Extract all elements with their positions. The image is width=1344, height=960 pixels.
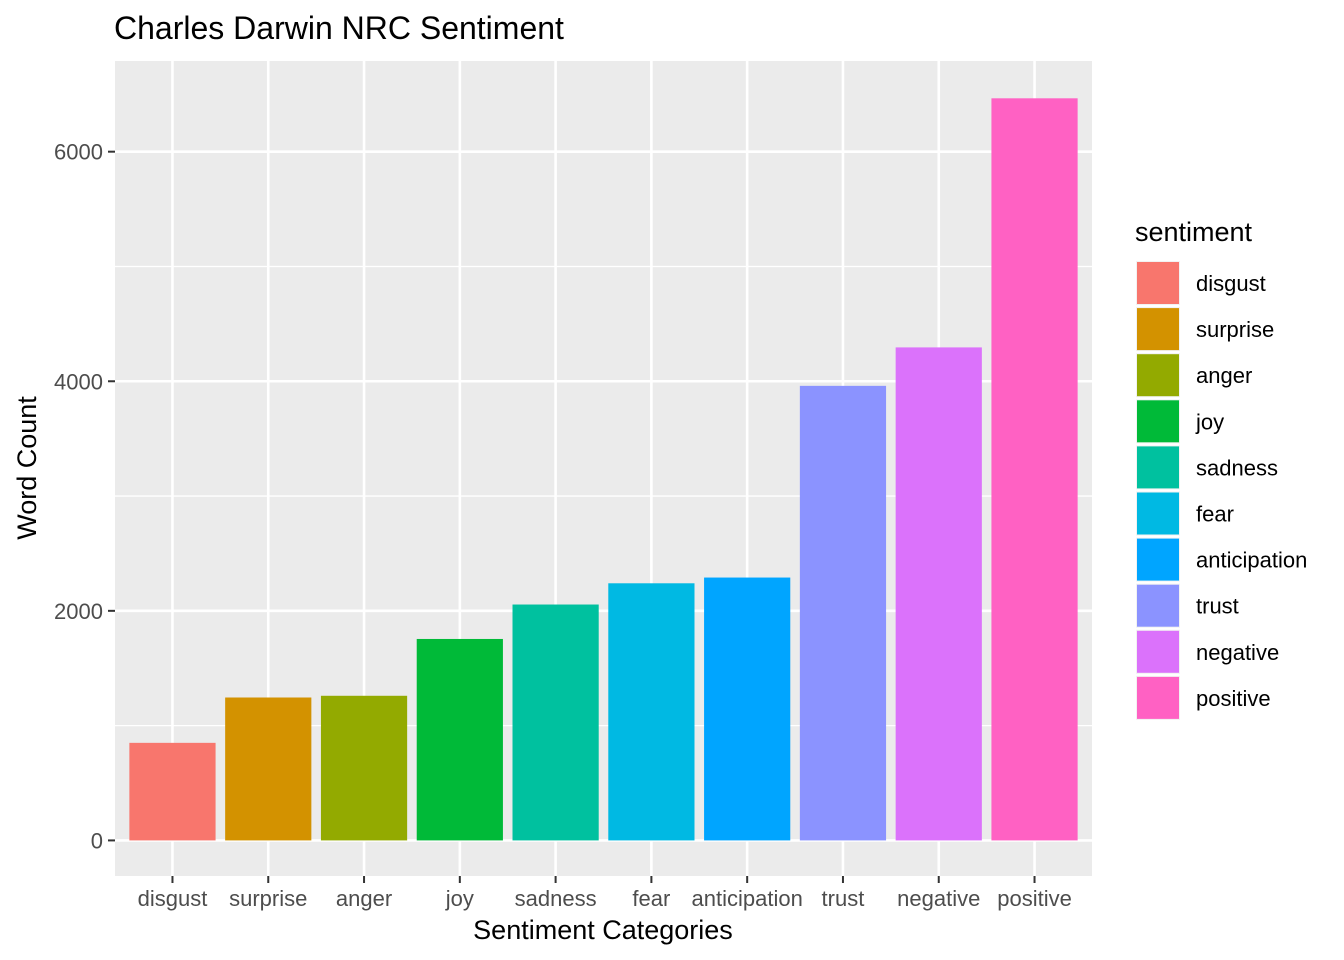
legend-swatch-joy [1137,400,1179,443]
legend-label: sadness [1196,455,1278,480]
legend: sentiment disgust surprise anger joy sadness… [1135,217,1307,720]
x-tick-label: positive [997,886,1072,911]
x-tick-label: negative [897,886,980,911]
legend-label: disgust [1196,271,1266,296]
legend-swatch-anticipation [1137,538,1179,581]
legend-swatch-sadness [1137,446,1179,489]
bars [129,98,1078,841]
bar-joy [416,638,503,841]
legend-label: negative [1196,640,1279,665]
x-tick-label: trust [822,886,865,911]
bar-disgust [129,742,216,841]
x-tick-label: fear [632,886,670,911]
bar-positive [991,98,1078,841]
x-tick-label: disgust [138,886,208,911]
y-axis-title: Word Count [12,396,42,540]
legend-label: fear [1196,502,1234,527]
y-tick-label: 0 [91,828,103,853]
legend-swatch-positive [1137,676,1179,719]
bar-sadness [512,604,599,841]
legend-label: surprise [1196,317,1274,342]
legend-swatch-surprise [1137,308,1179,351]
bar-anticipation [704,577,791,841]
legend-items: disgust surprise anger joy sadness fear antici… [1136,261,1307,720]
legend-swatch-negative [1137,630,1179,673]
y-tick-label: 2000 [54,599,103,624]
bar-anger [320,695,408,841]
bar-fear [608,583,695,841]
legend-swatch-anger [1137,354,1179,397]
legend-label: anticipation [1196,548,1307,573]
x-tick-label: anger [336,886,392,911]
y-tick-label: 4000 [54,369,103,394]
legend-swatch-fear [1137,492,1179,535]
x-axis: disgust surprise anger joy sadness fear antici… [138,876,1072,911]
legend-label: anger [1196,363,1252,388]
x-tick-label: anticipation [692,886,803,911]
legend-label: positive [1196,686,1271,711]
x-tick-label: surprise [229,886,307,911]
legend-label: trust [1196,594,1239,619]
x-tick-label: sadness [515,886,597,911]
x-tick-label: joy [445,886,474,911]
legend-label: joy [1195,409,1224,434]
y-tick-label: 6000 [54,140,103,165]
bar-trust [799,385,887,841]
bar-negative [895,347,982,841]
legend-swatch-disgust [1137,262,1179,304]
chart-title: Charles Darwin NRC Sentiment [114,10,564,46]
bar-surprise [225,697,312,841]
legend-title: sentiment [1135,217,1253,247]
legend-swatch-trust [1137,584,1179,627]
y-axis: 0 2000 4000 6000 [54,140,115,853]
x-axis-title: Sentiment Categories [473,915,733,945]
